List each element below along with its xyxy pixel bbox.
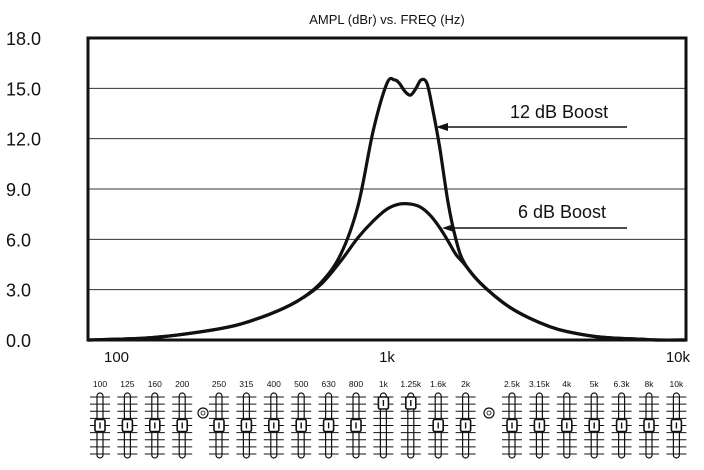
eq-slider[interactable] [291, 392, 312, 459]
graphic-equalizer: 100 125 160 200 250 315 400 500 630 800 1k 1.25k 1.6… [90, 379, 687, 459]
x-tick-label: 100 [104, 349, 129, 366]
eq-slider[interactable] [428, 392, 449, 459]
eq-slider[interactable] [263, 392, 284, 459]
eq-band-label: 250 [212, 379, 226, 389]
eq-slider[interactable] [209, 392, 229, 459]
eq-slider[interactable] [144, 392, 165, 459]
eq-slider[interactable] [172, 392, 193, 459]
eq-band-label: 2.5k [504, 379, 521, 389]
annotations: 12 dB Boost 6 dB Boost [436, 102, 627, 232]
eq-band-label: 8k [645, 379, 655, 389]
eq-band-label: 100 [93, 379, 107, 389]
annotation-arrowhead [442, 224, 454, 232]
y-tick-label: 6.0 [6, 230, 31, 250]
eq-slider[interactable] [318, 392, 339, 459]
eq-slider[interactable] [90, 392, 110, 459]
eq-band-label: 125 [120, 379, 134, 389]
eq-slider[interactable] [584, 392, 605, 459]
eq-band-label: 315 [239, 379, 253, 389]
grid-lines [88, 87, 686, 291]
plot-frame [86, 36, 688, 342]
y-tick-label: 15.0 [6, 79, 41, 99]
x-tick-label: 1k [379, 349, 395, 366]
eq-slider[interactable] [117, 392, 138, 459]
eq-link-button[interactable] [197, 407, 209, 419]
eq-link-button[interactable] [483, 407, 495, 419]
eq-band-label: 160 [148, 379, 162, 389]
eq-band-label: 1.6k [430, 379, 447, 389]
annotation-arrowhead [436, 123, 448, 131]
y-tick-label: 9.0 [6, 180, 31, 200]
eq-band-label: 1k [379, 379, 389, 389]
eq-slider[interactable] [236, 392, 257, 459]
y-axis-tick-labels: 0.0 3.0 6.0 9.0 12.0 15.0 18.0 [6, 29, 41, 351]
eq-slider[interactable] [400, 392, 421, 459]
eq-band-label: 6.3k [614, 379, 631, 389]
chart-title: AMPL (dBr) vs. FREQ (Hz) [309, 12, 465, 27]
annotation-label: 6 dB Boost [518, 202, 606, 222]
eq-link-button-center [200, 410, 206, 416]
eq-band-label: 4k [562, 379, 572, 389]
eq-slider[interactable] [502, 392, 522, 459]
eq-band-label: 10k [670, 379, 684, 389]
x-axis-tick-labels: 100 1k 10k [104, 349, 690, 366]
eq-slider[interactable] [639, 392, 659, 459]
eq-slider[interactable] [666, 392, 687, 459]
series-line-1 [87, 201, 687, 342]
eq-band-label: 800 [349, 379, 363, 389]
eq-band-label: 200 [175, 379, 189, 389]
eq-band-label: 3.15k [529, 379, 551, 389]
eq-band-label: 400 [267, 379, 281, 389]
y-tick-label: 3.0 [6, 281, 31, 301]
eq-band-label: 1.25k [400, 379, 422, 389]
eq-slider[interactable] [556, 392, 577, 459]
y-tick-label: 18.0 [6, 29, 41, 49]
eq-slider[interactable] [611, 392, 632, 459]
eq-band-label: 2k [461, 379, 471, 389]
eq-band-label: 500 [294, 379, 308, 389]
eq-link-button-center [486, 410, 492, 416]
eq-slider[interactable] [529, 392, 550, 459]
y-tick-label: 12.0 [6, 130, 41, 150]
series-curves [87, 76, 687, 342]
eq-band-label: 5k [590, 379, 600, 389]
eq-band-label: 630 [322, 379, 336, 389]
x-tick-label: 10k [666, 349, 691, 366]
annotation-label: 12 dB Boost [510, 102, 608, 122]
eq-slider[interactable] [373, 392, 394, 459]
eq-slider[interactable] [455, 392, 476, 459]
y-tick-label: 0.0 [6, 331, 31, 351]
eq-slider[interactable] [346, 392, 366, 459]
